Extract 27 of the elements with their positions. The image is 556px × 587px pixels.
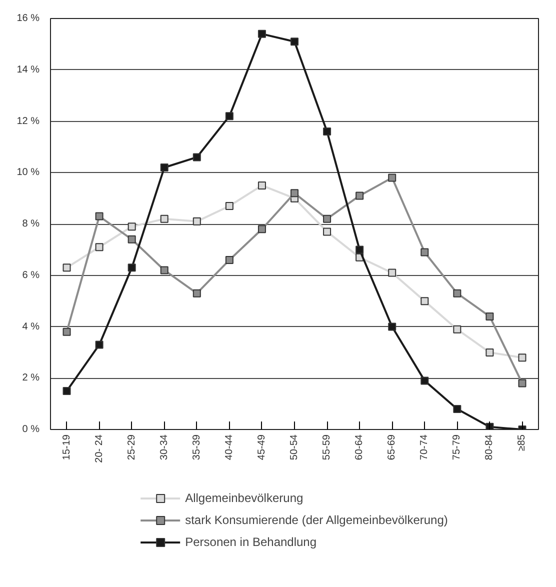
y-tick-label: 14 % [16, 64, 40, 76]
x-tick-label: 20- 24 [94, 434, 105, 463]
x-tick-label: 45-49 [256, 434, 268, 460]
x-tick-label: 50-54 [289, 434, 300, 460]
x-tick-label: 80-84 [484, 434, 496, 460]
x-tick-label: 55-59 [322, 434, 333, 460]
y-tick-label: 12 % [16, 116, 40, 127]
x-tick-label: 25-29 [126, 434, 138, 460]
y-tick-label: 6 % [22, 270, 40, 281]
y-tick-label: 8 % [22, 218, 40, 230]
x-tick-label: 30-34 [158, 434, 170, 460]
x-tick-label: 75-79 [452, 434, 463, 460]
y-tick-label: 16 % [16, 13, 40, 24]
x-tick-label: 65-69 [386, 434, 398, 460]
x-tick-label: ≥85 [516, 434, 528, 452]
x-tick-label: 40-44 [224, 434, 235, 460]
y-tick-label: 4 % [22, 321, 40, 332]
x-tick-label: 70-74 [419, 434, 430, 460]
legend-label: stark Konsumierende (der Allgemeinbevölkerung) [185, 513, 448, 527]
y-tick-label: 2 % [22, 372, 40, 384]
x-tick-label: 35-39 [191, 434, 202, 460]
legend-label: Personen in Behandlung [185, 535, 317, 549]
legend-label: Allgemeinbevölkerung [185, 491, 304, 505]
y-tick-label: 10 % [16, 167, 40, 178]
y-tick-label: 0 % [22, 424, 40, 435]
x-tick-label: 15-19 [61, 434, 72, 460]
x-tick-label: 60-64 [354, 434, 366, 460]
